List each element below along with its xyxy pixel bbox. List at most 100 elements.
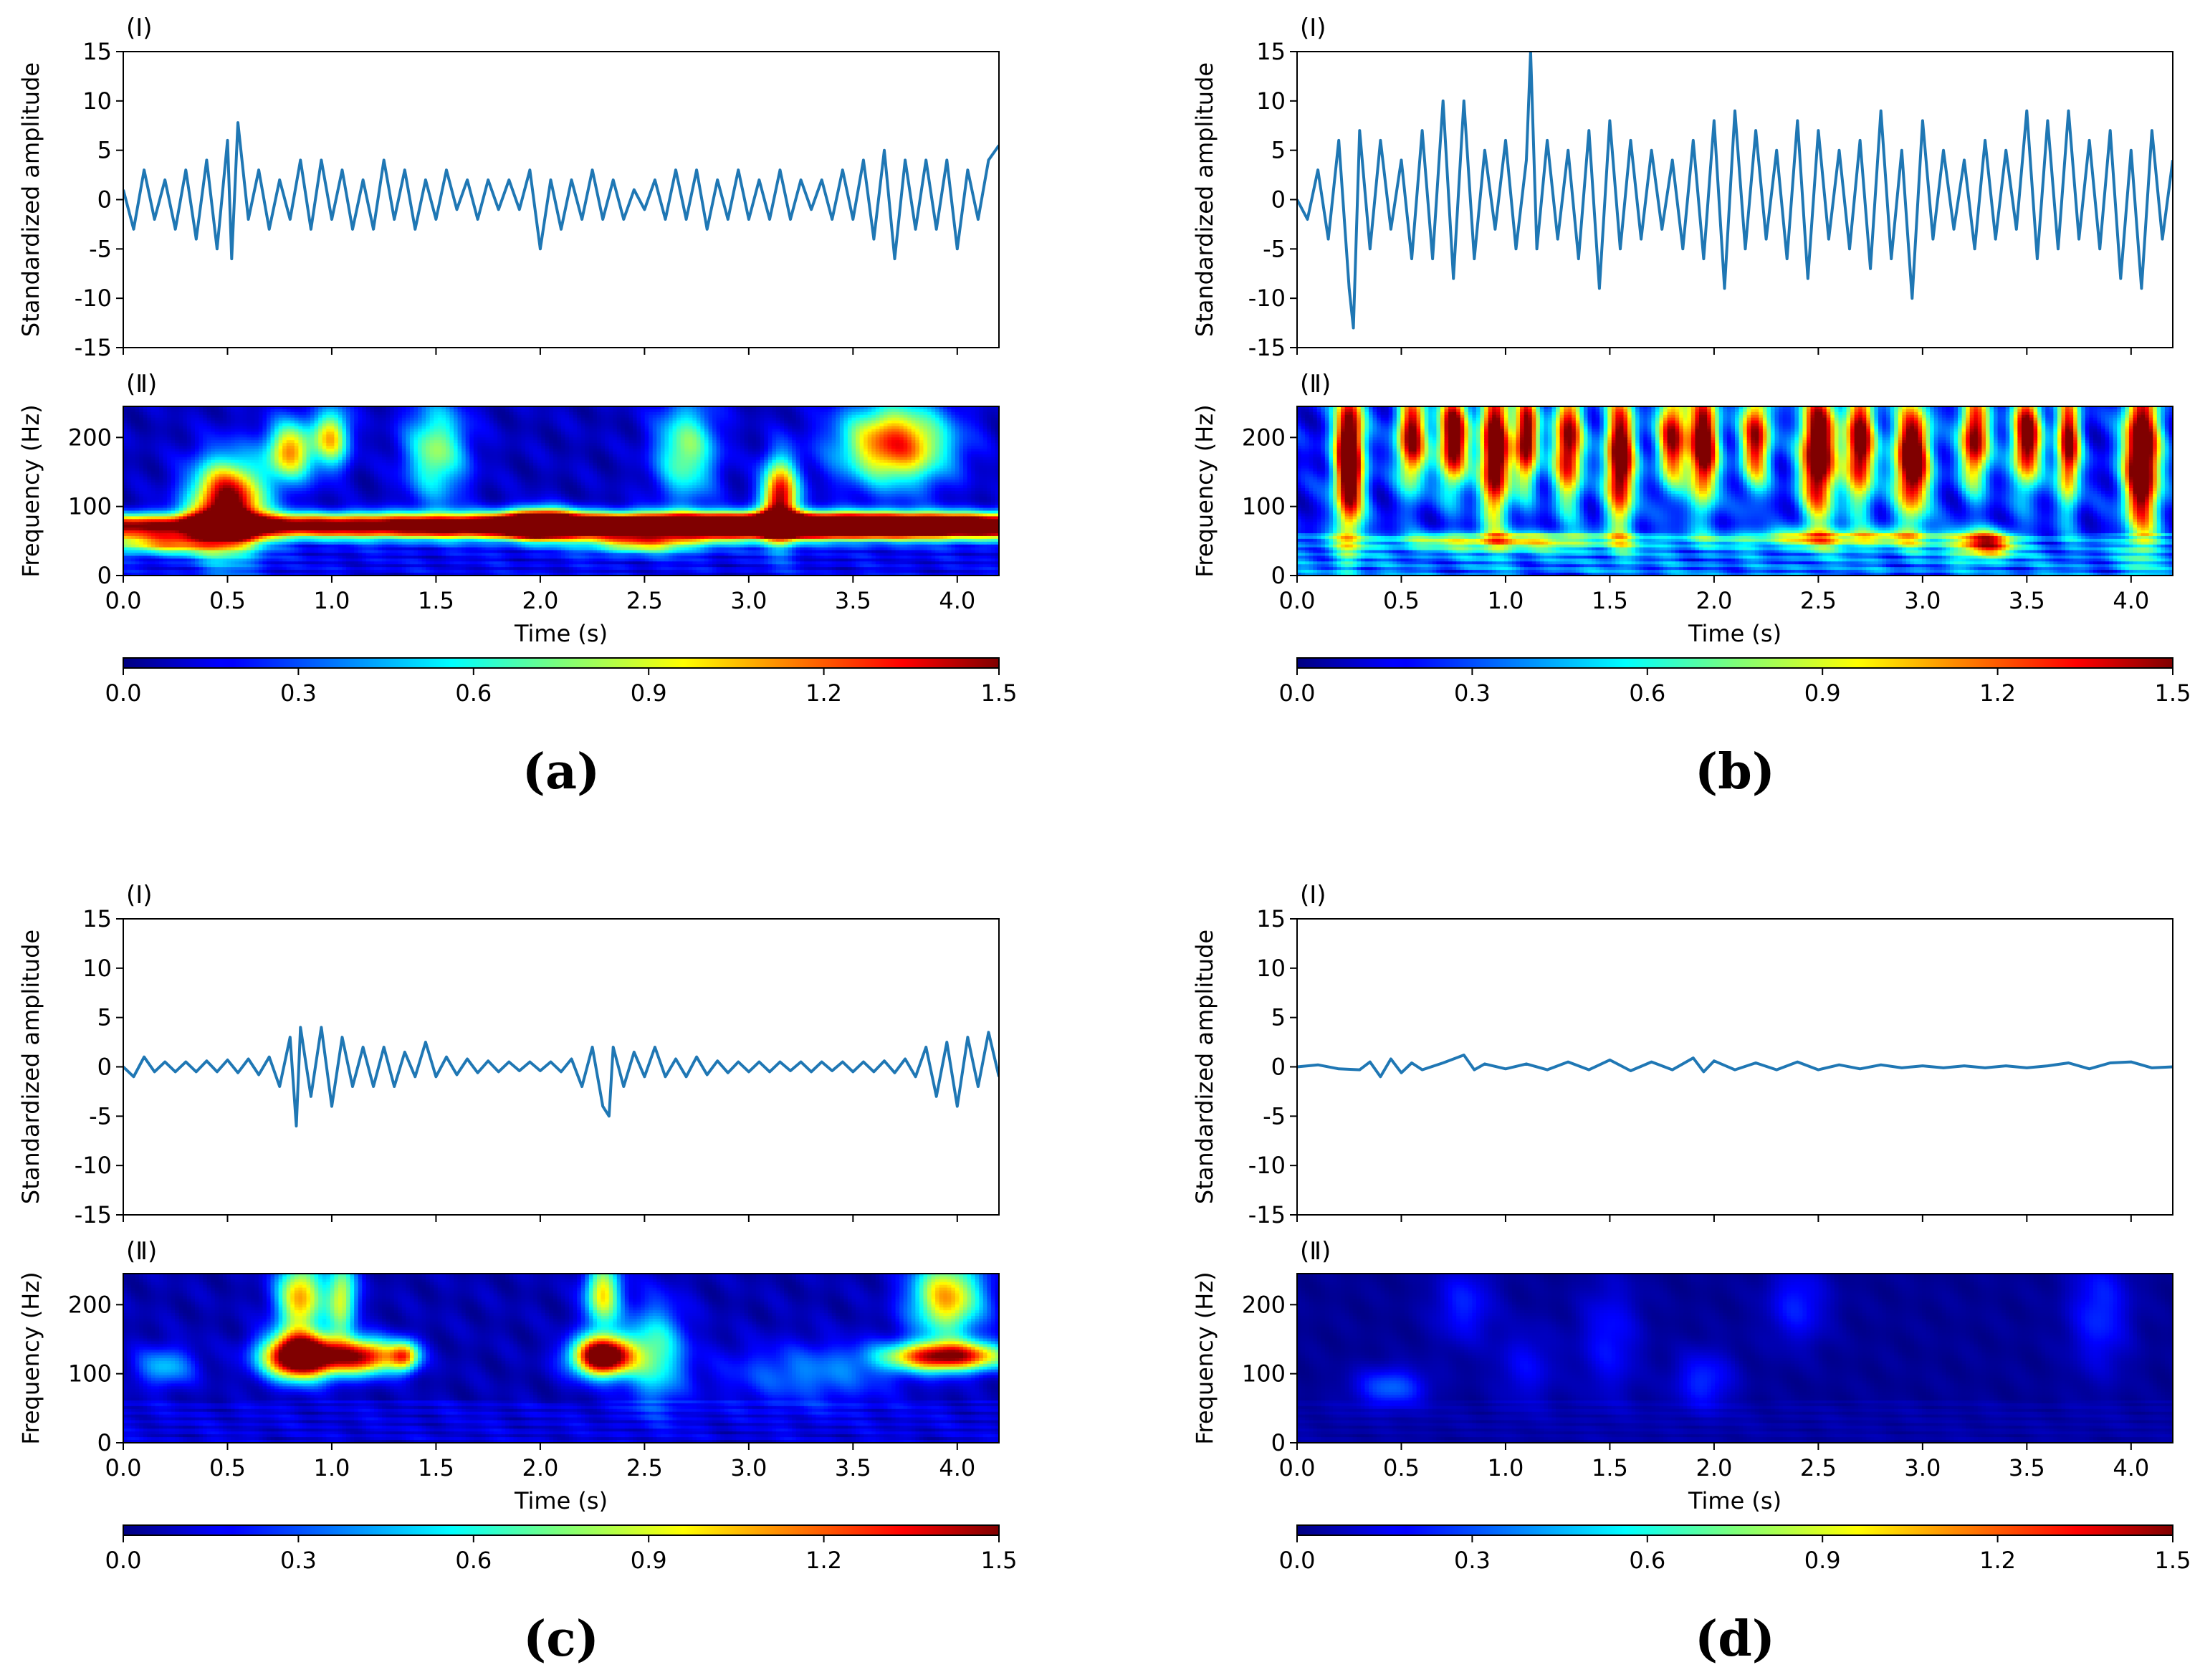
heatmap-cell (656, 459, 661, 464)
heatmap-cell (875, 457, 880, 461)
heatmap-cell (378, 457, 383, 461)
heatmap-cell (803, 423, 808, 427)
heatmap-cell (183, 431, 188, 435)
heatmap-cell (489, 454, 494, 458)
heatmap-cell (505, 411, 510, 416)
heatmap-cell (481, 426, 487, 430)
heatmap-cell (445, 465, 451, 469)
heatmap-cell (767, 423, 773, 427)
heatmap-cell (206, 451, 211, 455)
heatmap-cell (350, 440, 355, 444)
heatmap-cell (338, 454, 343, 458)
heatmap-cell (871, 406, 876, 410)
heatmap-cell (222, 409, 228, 413)
heatmap-cell (939, 440, 944, 444)
heatmap-cell (593, 411, 598, 416)
heatmap-cell (266, 446, 272, 449)
heatmap-cell (644, 440, 649, 444)
heatmap-cell (222, 468, 228, 472)
heatmap-cell (899, 409, 904, 413)
heatmap-cell (947, 411, 952, 416)
heatmap-cell (692, 426, 697, 430)
heatmap-cell (724, 423, 729, 427)
heatmap-cell (696, 417, 701, 421)
heatmap-cell (199, 465, 204, 469)
heatmap-cell (485, 420, 490, 424)
heatmap-cell (373, 449, 379, 452)
heatmap-cell (342, 449, 347, 452)
heatmap-cell (927, 437, 932, 441)
heatmap-cell (712, 449, 717, 452)
heatmap-cell (505, 462, 510, 467)
heatmap-cell (891, 434, 896, 438)
heatmap-cell (426, 429, 431, 432)
heatmap-cell (596, 431, 602, 435)
heatmap-cell (342, 454, 347, 458)
heatmap-cell (636, 426, 641, 430)
heatmap-cell (382, 434, 387, 438)
heatmap-cell (413, 443, 419, 447)
heatmap-cell (521, 431, 526, 435)
heatmap-cell (636, 434, 641, 438)
heatmap-cell (565, 451, 570, 455)
heatmap-cell (517, 406, 522, 410)
heatmap-cell (688, 437, 693, 441)
heatmap-cell (393, 437, 398, 441)
heatmap-cell (358, 429, 363, 432)
heatmap-cell (859, 420, 864, 424)
heatmap-cell (800, 443, 805, 447)
heatmap-cell (398, 434, 403, 438)
heatmap-cell (258, 414, 263, 419)
heatmap-cell (955, 429, 960, 432)
heatmap-cell (143, 446, 148, 449)
heatmap-cell (676, 446, 681, 449)
heatmap-cell (294, 462, 299, 467)
heatmap-cell (772, 459, 777, 464)
heatmap-cell (569, 409, 574, 413)
heatmap-cell (836, 423, 841, 427)
heatmap-cell (250, 429, 255, 432)
heatmap-cell (668, 431, 674, 435)
heatmap-cell (521, 446, 526, 449)
heatmap-cell (748, 440, 753, 444)
heatmap-cell (923, 434, 928, 438)
heatmap-cell (923, 459, 928, 464)
heatmap-cell (616, 449, 621, 452)
heatmap-cell (493, 459, 498, 464)
heatmap-cell (664, 426, 669, 430)
heatmap-cell (792, 423, 797, 427)
heatmap-cell (365, 434, 370, 438)
y-tick-label-top: -5 (89, 235, 112, 262)
heatmap-cell (521, 434, 526, 438)
heatmap-cell (525, 406, 530, 410)
heatmap-cell (167, 449, 172, 452)
heatmap-cell (636, 431, 641, 435)
heatmap-cell (628, 414, 633, 419)
heatmap-cell (501, 411, 506, 416)
heatmap-cell (971, 434, 976, 438)
heatmap-cell (573, 426, 578, 430)
heatmap-cell (505, 414, 510, 419)
heatmap-cell (843, 462, 848, 467)
heatmap-cell (720, 465, 725, 469)
heatmap-cell (286, 406, 291, 410)
heatmap-cell (847, 462, 853, 467)
heatmap-cell (545, 431, 550, 435)
heatmap-cell (847, 459, 853, 464)
heatmap-cell (891, 411, 896, 416)
heatmap-cell (748, 451, 753, 455)
heatmap-cell (131, 414, 136, 419)
heatmap-cell (230, 454, 236, 458)
heatmap-cell (334, 431, 339, 435)
heatmap-cell (258, 429, 263, 432)
heatmap-cell (306, 429, 311, 432)
heatmap-cell (278, 454, 283, 458)
heatmap-cell (775, 457, 781, 461)
heatmap-cell (230, 465, 236, 469)
heatmap-cell (660, 417, 666, 421)
heatmap-cell (386, 451, 391, 455)
heatmap-cell (413, 426, 419, 430)
heatmap-cell (692, 459, 697, 464)
heatmap-cell (820, 420, 825, 424)
heatmap-cell (171, 431, 176, 435)
